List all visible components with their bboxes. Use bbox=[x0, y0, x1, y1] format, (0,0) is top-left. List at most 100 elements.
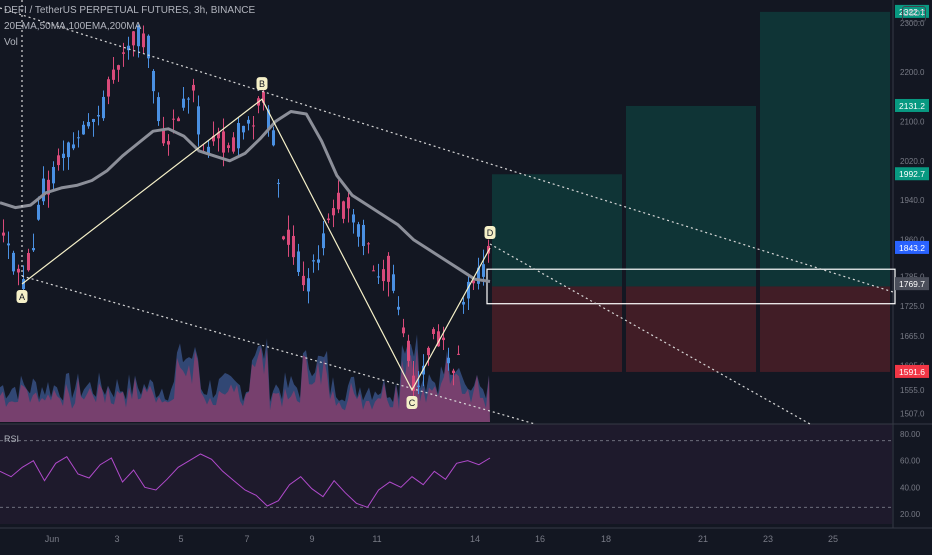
time-tick-label: Jun bbox=[45, 534, 60, 544]
price-tick-label: 1665.0 bbox=[900, 332, 925, 341]
candle-body bbox=[402, 327, 405, 334]
rsi-pane-bg bbox=[0, 424, 892, 524]
rsi-line bbox=[0, 453, 491, 508]
candle-body bbox=[192, 84, 195, 91]
candle-body bbox=[362, 224, 365, 247]
candle-body bbox=[417, 385, 420, 387]
time-tick-label: 25 bbox=[828, 534, 838, 544]
harmonic-pattern-line bbox=[21, 98, 491, 392]
candle-body bbox=[302, 275, 305, 286]
candle-body bbox=[137, 25, 140, 47]
candle-body bbox=[482, 264, 485, 277]
point-label-d: D bbox=[487, 228, 494, 238]
point-label-b-bg bbox=[256, 77, 268, 91]
candle-body bbox=[372, 270, 375, 272]
rsi-tick-label: 40.00 bbox=[900, 483, 921, 492]
candle-body bbox=[352, 214, 355, 223]
candle-body bbox=[457, 353, 460, 355]
point-label-a-bg bbox=[16, 290, 28, 303]
candle-body bbox=[432, 329, 435, 335]
price-tick-label: 1555.0 bbox=[900, 386, 925, 395]
candle-body bbox=[152, 70, 155, 92]
rsi-tick-label: 80.00 bbox=[900, 430, 921, 439]
point-label-a: A bbox=[19, 292, 25, 302]
candle-body bbox=[327, 218, 330, 221]
candle-body bbox=[312, 260, 315, 262]
candle-body bbox=[252, 125, 255, 127]
candle-body bbox=[42, 178, 45, 202]
point-label-d-bg bbox=[484, 226, 496, 240]
candle-body bbox=[227, 145, 230, 148]
time-tick-label: 14 bbox=[470, 534, 480, 544]
candle-body bbox=[112, 69, 115, 80]
candle-body bbox=[67, 142, 70, 158]
time-tick-label: 3 bbox=[114, 534, 119, 544]
candle-body bbox=[272, 130, 275, 146]
candle-body bbox=[197, 106, 200, 135]
time-tick-label: 7 bbox=[244, 534, 249, 544]
time-tick-label: 23 bbox=[763, 534, 773, 544]
candle-body bbox=[97, 115, 100, 117]
rsi-tick-label: 60.00 bbox=[900, 457, 921, 466]
candle-body bbox=[472, 280, 475, 284]
candle-body bbox=[282, 236, 285, 240]
candle-body bbox=[367, 243, 370, 245]
candle-body bbox=[217, 132, 220, 139]
target-zone-2 bbox=[626, 105, 756, 287]
candle-body bbox=[377, 276, 380, 278]
candle-body bbox=[87, 121, 90, 127]
indicator-legend[interactable]: 20EMA,50MA,100EMA,200MA bbox=[4, 21, 142, 32]
price-tag: 2322.1 bbox=[899, 7, 925, 17]
stop-zone-1 bbox=[492, 286, 622, 372]
candle-body bbox=[347, 197, 350, 209]
candle-body bbox=[392, 274, 395, 291]
volume-legend[interactable]: Vol bbox=[4, 37, 18, 48]
candle-body bbox=[107, 79, 110, 97]
point-label-c-bg bbox=[406, 395, 418, 409]
price-tick-label: 1860.0 bbox=[900, 236, 925, 245]
candle-body bbox=[307, 278, 310, 292]
candle-body bbox=[247, 119, 250, 124]
candle-body bbox=[2, 232, 5, 236]
price-tag: 2131.2 bbox=[899, 101, 925, 111]
moving-average-line bbox=[0, 110, 491, 283]
currency-button[interactable]: USDT bbox=[902, 6, 926, 22]
candle-body bbox=[277, 182, 280, 184]
price-tag-bg bbox=[895, 167, 929, 181]
candle-body bbox=[397, 306, 400, 310]
candle-body bbox=[167, 141, 170, 145]
candle-body bbox=[442, 337, 445, 341]
candle-body bbox=[332, 208, 335, 216]
candle-body bbox=[37, 204, 40, 220]
price-tick-label: 1725.0 bbox=[900, 302, 925, 311]
candle-body bbox=[72, 144, 75, 149]
candle-body bbox=[172, 118, 175, 120]
rsi-label: RSI bbox=[4, 434, 19, 444]
price-tick-label: 1785.0 bbox=[900, 273, 925, 282]
stop-zone-3 bbox=[760, 286, 890, 372]
candle-body bbox=[117, 65, 120, 70]
price-tick-label: 2100.0 bbox=[900, 117, 925, 126]
candle-body bbox=[317, 259, 320, 263]
candle-body bbox=[92, 119, 95, 123]
price-tick-label: 2300.0 bbox=[900, 19, 925, 28]
point-label-b: B bbox=[259, 79, 265, 89]
candle-body bbox=[222, 131, 225, 153]
candle-body bbox=[237, 122, 240, 149]
stop-zone-2 bbox=[626, 286, 756, 372]
candle-body bbox=[27, 252, 30, 271]
symbol-title: DEFI / TetherUS PERPETUAL FUTURES, 3h, B… bbox=[4, 5, 256, 16]
candle-body bbox=[287, 229, 290, 245]
candle-body bbox=[177, 118, 180, 122]
candle-body bbox=[477, 267, 480, 284]
candle-body bbox=[207, 146, 210, 155]
candle-body bbox=[122, 52, 125, 54]
candle-body bbox=[357, 224, 360, 237]
point-label-c: C bbox=[409, 398, 416, 408]
price-tick-label: 1507.0 bbox=[900, 410, 925, 419]
time-tick-label: 21 bbox=[698, 534, 708, 544]
candle-body bbox=[77, 137, 80, 139]
candle-body bbox=[337, 192, 340, 210]
